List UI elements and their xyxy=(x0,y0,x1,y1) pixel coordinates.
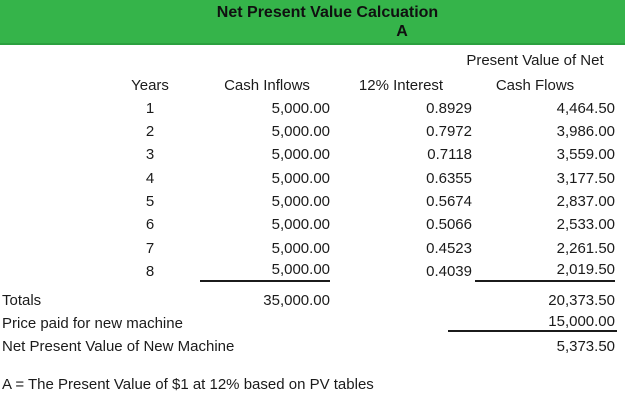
interest-factor-cell: 0.5066 xyxy=(426,216,472,233)
year-cell: 6 xyxy=(145,216,155,233)
header-pv-line1: Present Value of Net xyxy=(466,52,604,69)
cash-inflow-cell: 5,000.00 xyxy=(271,123,330,140)
cash-inflow-cell: 5,000.00 xyxy=(200,260,330,282)
pv-cell: 3,986.00 xyxy=(556,123,615,140)
interest-factor-cell: 0.8929 xyxy=(426,100,472,117)
npv-row: Net Present Value of New Machine 5,373.5… xyxy=(0,335,625,358)
cash-inflow-cell: 5,000.00 xyxy=(271,100,330,117)
header-pv-line2: Cash Flows xyxy=(495,77,575,94)
year-cell: 4 xyxy=(145,170,155,187)
header-interest: 12% Interest xyxy=(358,77,444,94)
totals-cash-inflow: 35,000.00 xyxy=(263,292,330,309)
year-cell: 5 xyxy=(145,193,155,210)
totals-label: Totals xyxy=(2,292,42,309)
year-cell: 3 xyxy=(145,146,155,163)
header-years: Years xyxy=(131,77,169,94)
interest-factor-cell: 0.5674 xyxy=(426,193,472,210)
pv-cell: 3,559.00 xyxy=(556,146,615,163)
table-row: 3 5,000.00 0.7118 3,559.00 xyxy=(0,143,625,166)
cash-inflow-cell: 5,000.00 xyxy=(271,146,330,163)
pv-cell: 2,837.00 xyxy=(556,193,615,210)
cash-inflow-cell: 5,000.00 xyxy=(271,216,330,233)
header-cash-inflows: Cash Inflows xyxy=(224,77,310,94)
table-row: 4 5,000.00 0.6355 3,177.50 xyxy=(0,167,625,190)
npv-label: Net Present Value of New Machine xyxy=(2,338,235,355)
year-cell: 2 xyxy=(145,123,155,140)
interest-factor-cell: 0.4039 xyxy=(426,263,472,280)
footnote-a-definition: A = The Present Value of $1 at 12% based… xyxy=(2,376,374,393)
table-row: 1 5,000.00 0.8929 4,464.50 xyxy=(0,97,625,120)
year-cell: 8 xyxy=(145,263,155,280)
table-row: 2 5,000.00 0.7972 3,986.00 xyxy=(0,120,625,143)
table-row: 8 5,000.00 0.4039 2,019.50 xyxy=(0,260,625,283)
title-banner: Net Present Value Calcuation A xyxy=(0,0,625,45)
pv-cell: 2,019.50 xyxy=(475,260,615,282)
pv-cell: 2,261.50 xyxy=(556,240,615,257)
page-title: Net Present Value Calcuation xyxy=(216,4,439,21)
pv-cell: 4,464.50 xyxy=(556,100,615,117)
table-row: 6 5,000.00 0.5066 2,533.00 xyxy=(0,213,625,236)
year-cell: 7 xyxy=(145,240,155,257)
pv-cell: 2,533.00 xyxy=(556,216,615,233)
pv-cell: 3,177.50 xyxy=(556,170,615,187)
interest-factor-cell: 0.6355 xyxy=(426,170,472,187)
price-label: Price paid for new machine xyxy=(2,315,183,332)
interest-factor-cell: 0.7972 xyxy=(426,123,472,140)
totals-row: Totals 35,000.00 20,373.50 xyxy=(0,289,625,312)
price-value: 15,000.00 xyxy=(448,312,617,332)
column-a-label: A xyxy=(396,23,408,40)
price-row: Price paid for new machine 15,000.00 xyxy=(0,312,625,335)
cash-inflow-cell: 5,000.00 xyxy=(271,240,330,257)
table-row: 5 5,000.00 0.5674 2,837.00 xyxy=(0,190,625,213)
npv-value: 5,373.50 xyxy=(556,338,615,355)
cash-inflow-cell: 5,000.00 xyxy=(271,193,330,210)
table-row: 7 5,000.00 0.4523 2,261.50 xyxy=(0,237,625,260)
interest-factor-cell: 0.7118 xyxy=(427,146,472,163)
totals-pv: 20,373.50 xyxy=(548,292,615,309)
year-cell: 1 xyxy=(145,100,155,117)
interest-factor-cell: 0.4523 xyxy=(426,240,472,257)
cash-inflow-cell: 5,000.00 xyxy=(271,170,330,187)
